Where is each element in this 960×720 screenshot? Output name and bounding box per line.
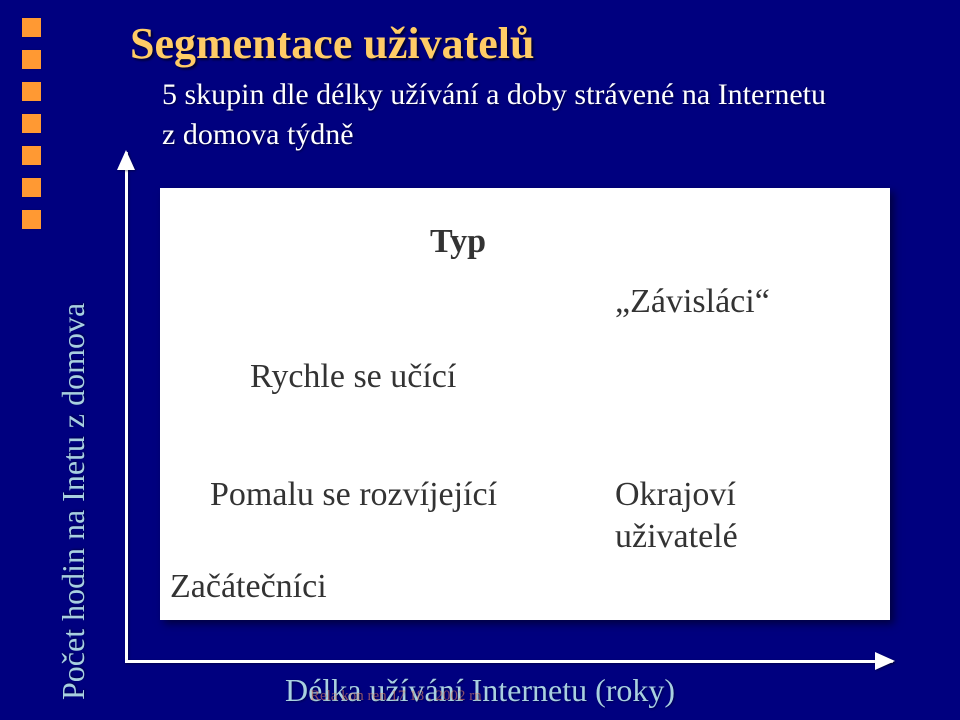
bullet-square <box>22 50 41 69</box>
segment-okrajovi-line2: uživatelé <box>615 518 738 556</box>
segment-zacatecnici: Začátečníci <box>170 568 327 606</box>
segment-pomalu-se-rozvijejici: Pomalu se rozvíjející <box>210 476 497 514</box>
bullet-square <box>22 18 41 37</box>
bullet-square <box>22 114 41 133</box>
bullet-square <box>22 82 41 101</box>
bullet-strip <box>22 18 41 229</box>
bullet-square <box>22 146 41 165</box>
segment-okrajovi-line1: Okrajoví <box>615 476 736 514</box>
typology-panel: Typ „Závisláci“ Rychle se učící Pomalu s… <box>160 188 890 620</box>
slide-subtitle-line2: z domova týdně <box>162 118 354 152</box>
slide-subtitle-line1: 5 skupin dle délky užívání a doby stráve… <box>162 78 826 112</box>
y-axis-label: Počet hodin na Inetu z domova <box>55 303 92 700</box>
slide: Segmentace uživatelů 5 skupin dle délky … <box>0 0 960 720</box>
bullet-square <box>22 178 41 197</box>
x-axis-arrow <box>125 660 893 663</box>
typ-heading: Typ <box>430 223 486 261</box>
bullet-square <box>22 210 41 229</box>
segment-zavislaci: „Závisláci“ <box>615 283 770 321</box>
segment-rychle-se-ucici: Rychle se učící <box>250 358 456 396</box>
slide-title: Segmentace uživatelů <box>130 18 534 69</box>
footer-text: Rela kon ren 17 18 . 2002 rn <box>310 688 482 705</box>
y-axis-arrow <box>125 152 128 662</box>
